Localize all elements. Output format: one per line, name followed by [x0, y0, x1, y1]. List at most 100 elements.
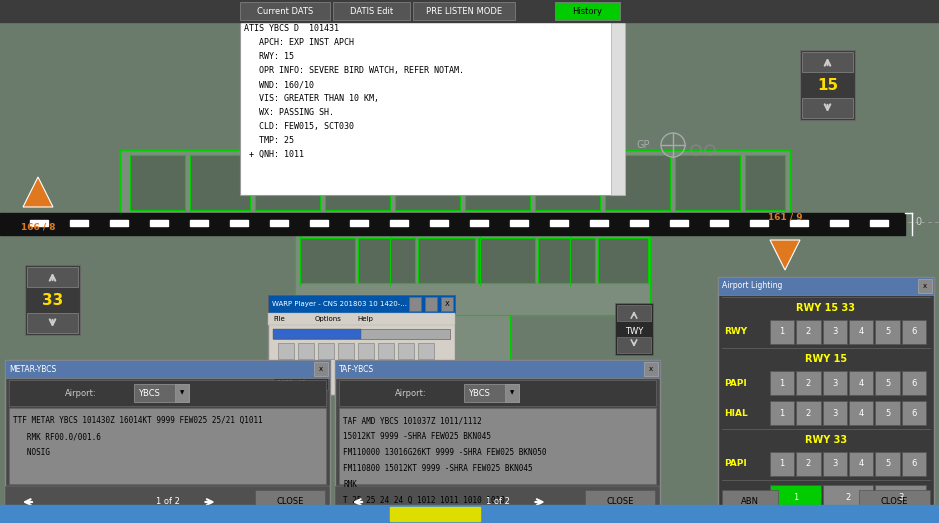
Bar: [796, 320, 821, 344]
Text: 1: 1: [779, 379, 785, 388]
Bar: [134, 384, 190, 402]
Bar: [268, 295, 455, 313]
Bar: [240, 2, 330, 20]
Bar: [0, 213, 905, 235]
Bar: [901, 401, 926, 425]
Text: RMK RF00.0/001.6: RMK RF00.0/001.6: [13, 432, 100, 441]
Bar: [875, 485, 926, 509]
Text: x: x: [649, 366, 653, 372]
Bar: [550, 220, 568, 226]
Bar: [849, 401, 873, 425]
Bar: [300, 238, 355, 283]
Text: Help: Help: [357, 316, 373, 322]
Text: CLOSE: CLOSE: [276, 497, 303, 506]
Text: 1420:00: 1420:00: [273, 363, 302, 369]
Bar: [273, 329, 361, 339]
Text: 5: 5: [885, 379, 890, 388]
Bar: [298, 343, 314, 359]
Bar: [339, 408, 656, 484]
Bar: [409, 297, 421, 311]
Bar: [800, 50, 855, 120]
Bar: [358, 238, 415, 283]
Bar: [230, 220, 248, 226]
Bar: [0, 505, 939, 523]
Text: 166 / 8: 166 / 8: [21, 222, 55, 231]
Text: 1: 1: [793, 493, 798, 502]
Text: WX: PASSING SH.: WX: PASSING SH.: [244, 108, 334, 117]
Text: CLOSE: CLOSE: [881, 497, 908, 506]
Bar: [110, 220, 128, 226]
Bar: [255, 490, 325, 514]
Text: Airport:: Airport:: [65, 389, 96, 397]
Text: 1: 1: [779, 408, 785, 417]
Text: 4: 4: [858, 379, 864, 388]
Bar: [830, 220, 848, 226]
Text: PAPI: PAPI: [724, 460, 747, 469]
Text: NOSIG: NOSIG: [13, 448, 50, 457]
Text: TWY: TWY: [624, 326, 643, 335]
Text: 03 10 2018 14:31:28: 03 10 2018 14:31:28: [244, 10, 339, 19]
Text: 6: 6: [911, 408, 916, 417]
Bar: [770, 485, 821, 509]
Bar: [470, 220, 488, 226]
Bar: [418, 343, 434, 359]
Bar: [418, 238, 475, 283]
Bar: [378, 343, 394, 359]
Bar: [268, 313, 455, 325]
Bar: [823, 452, 847, 476]
Bar: [745, 155, 785, 210]
Polygon shape: [23, 177, 53, 207]
Text: 1432:48: 1432:48: [276, 380, 306, 386]
Text: YBCS: YBCS: [138, 389, 161, 397]
Bar: [9, 408, 326, 484]
Bar: [464, 384, 519, 402]
Text: VIS: GREATER THAN 10 KM,: VIS: GREATER THAN 10 KM,: [244, 94, 379, 103]
Bar: [70, 220, 88, 226]
Text: METAR-YBCS: METAR-YBCS: [9, 365, 56, 373]
Text: 1: 1: [779, 460, 785, 469]
Text: Airport:: Airport:: [394, 389, 426, 397]
Text: 3: 3: [832, 408, 838, 417]
Text: ▼: ▼: [180, 391, 184, 395]
Bar: [849, 320, 873, 344]
Bar: [335, 486, 660, 518]
Bar: [796, 401, 821, 425]
Bar: [339, 380, 656, 406]
Bar: [675, 155, 740, 210]
Bar: [268, 295, 455, 395]
Bar: [538, 238, 595, 283]
Bar: [350, 220, 368, 226]
Text: 3: 3: [832, 327, 838, 336]
Text: TAF-YBCS: TAF-YBCS: [339, 365, 374, 373]
Text: CLOSE: CLOSE: [607, 497, 634, 506]
Text: ▼: ▼: [510, 391, 515, 395]
Bar: [335, 360, 660, 378]
Text: PAPI: PAPI: [724, 379, 747, 388]
Text: WARP Player - CNS 201803 10 1420-...: WARP Player - CNS 201803 10 1420-...: [272, 301, 407, 307]
Bar: [0, 0, 939, 22]
Text: 0: 0: [915, 217, 921, 227]
Text: X: X: [445, 301, 450, 307]
Text: x: x: [319, 366, 323, 372]
Text: 2: 2: [806, 327, 811, 336]
Text: TAF AMD YBCS 101037Z 1011/1112: TAF AMD YBCS 101037Z 1011/1112: [343, 416, 482, 425]
Text: 3: 3: [832, 460, 838, 469]
Bar: [5, 360, 330, 518]
Text: Airport Lighting: Airport Lighting: [722, 281, 782, 290]
Text: GP: GP: [637, 140, 650, 150]
Bar: [270, 220, 288, 226]
Bar: [901, 371, 926, 395]
Text: T 25 25 24 24 Q 1012 1011 1010 1010: T 25 25 24 24 Q 1012 1011 1010 1010: [343, 496, 505, 505]
Text: TMP: 25: TMP: 25: [244, 136, 294, 145]
Bar: [395, 155, 460, 210]
Text: FM110000 13016G26KT 9999 -SHRA FEW025 BKN050: FM110000 13016G26KT 9999 -SHRA FEW025 BK…: [343, 448, 546, 457]
Text: RWY 15: RWY 15: [805, 354, 847, 364]
Text: DATIS Edit: DATIS Edit: [350, 6, 393, 16]
Text: TTF METAR YBCS 101430Z 16014KT 9999 FEW025 25/21 Q1011: TTF METAR YBCS 101430Z 16014KT 9999 FEW0…: [13, 416, 263, 425]
Bar: [27, 267, 78, 287]
Bar: [802, 98, 853, 118]
Bar: [27, 313, 78, 333]
Bar: [901, 452, 926, 476]
Bar: [505, 384, 519, 402]
Bar: [802, 52, 853, 72]
